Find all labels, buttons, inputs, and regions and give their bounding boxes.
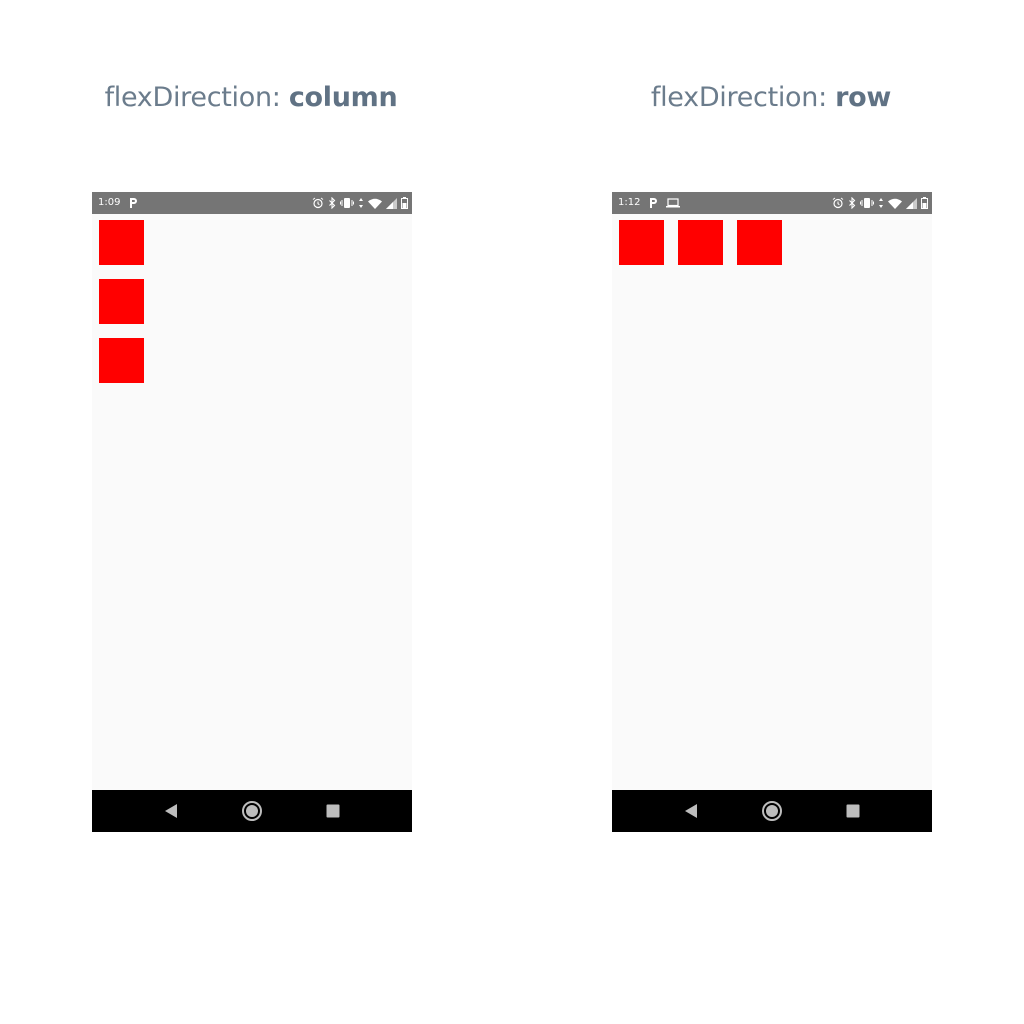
red-box	[737, 220, 782, 265]
battery-icon	[401, 197, 408, 209]
status-bar: 1:12	[612, 192, 932, 214]
red-box	[678, 220, 723, 265]
back-icon	[165, 804, 177, 818]
caption-column: flexDirection: column	[41, 82, 461, 113]
status-time: 1:09	[98, 197, 121, 208]
red-box	[619, 220, 664, 265]
bluetooth-icon	[328, 197, 336, 209]
wifi-icon	[888, 198, 902, 209]
parking-icon	[128, 197, 138, 209]
signal-icon	[906, 197, 917, 209]
recents-button[interactable]	[842, 790, 864, 832]
battery-icon	[921, 197, 928, 209]
caption-prefix: flexDirection:	[650, 82, 836, 113]
app-content	[612, 214, 932, 790]
flex-container-row	[619, 220, 782, 265]
data-arrows-icon	[878, 197, 884, 209]
red-box	[99, 338, 144, 383]
flex-container-column	[99, 220, 144, 383]
parking-icon	[648, 197, 658, 209]
vibrate-icon	[340, 197, 354, 209]
status-time: 1:12	[618, 197, 641, 208]
caption-value: row	[835, 82, 892, 113]
data-arrows-icon	[358, 197, 364, 209]
signal-icon	[386, 197, 397, 209]
laptop-icon	[666, 198, 680, 208]
home-button[interactable]	[758, 790, 786, 832]
red-box	[99, 279, 144, 324]
navigation-bar	[612, 790, 932, 832]
home-icon	[242, 801, 262, 821]
caption-row: flexDirection: row	[561, 82, 981, 113]
recents-icon	[846, 804, 860, 818]
caption-prefix: flexDirection:	[104, 82, 289, 113]
phone-screen-row: 1:12	[612, 192, 932, 832]
alarm-icon	[832, 197, 844, 209]
app-content	[92, 214, 412, 790]
alarm-icon	[312, 197, 324, 209]
vibrate-icon	[860, 197, 874, 209]
bluetooth-icon	[848, 197, 856, 209]
back-button[interactable]	[160, 790, 182, 832]
home-button[interactable]	[238, 790, 266, 832]
back-button[interactable]	[680, 790, 702, 832]
phone-screen-column: 1:09	[92, 192, 412, 832]
wifi-icon	[368, 198, 382, 209]
back-icon	[685, 804, 697, 818]
navigation-bar	[92, 790, 412, 832]
status-bar: 1:09	[92, 192, 412, 214]
recents-button[interactable]	[322, 790, 344, 832]
recents-icon	[326, 804, 340, 818]
caption-value: column	[288, 82, 398, 113]
home-icon	[762, 801, 782, 821]
red-box	[99, 220, 144, 265]
